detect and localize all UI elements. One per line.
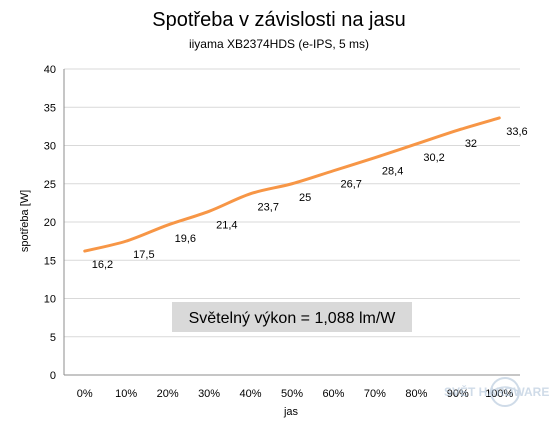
- x-tick-label: 90%: [447, 388, 469, 400]
- globe-logo-icon: [490, 377, 520, 407]
- data-labels: 16,2 17,5 19,6 21,4 23,7 25 26,7 28,4 30,2 32 33,6: [92, 126, 528, 271]
- annotation-text: Světelný výkon = 1,088 lm/W: [189, 310, 397, 327]
- y-axis-label: spotřeba [W]: [19, 190, 31, 252]
- y-tick-label: 25: [44, 179, 56, 191]
- series-line: [83, 116, 501, 253]
- data-label: 28,4: [382, 166, 403, 178]
- axes: [63, 69, 520, 376]
- data-label: 25: [299, 192, 311, 204]
- y-tick-label: 30: [44, 141, 56, 153]
- y-tick-label: 20: [44, 217, 56, 229]
- x-tick-label: 50%: [281, 388, 303, 400]
- y-tick-label: 15: [44, 255, 56, 267]
- x-tick-label: 0%: [77, 388, 93, 400]
- gridlines: [64, 68, 520, 338]
- data-label: 32: [465, 138, 477, 150]
- x-tick-label: 10%: [115, 388, 137, 400]
- y-tick-label: 0: [50, 370, 56, 382]
- x-tick-label: 70%: [364, 388, 386, 400]
- x-tick-label: 60%: [322, 388, 344, 400]
- y-tick-label: 10: [44, 294, 56, 306]
- x-tick-labels: 0% 10% 20% 30% 40% 50% 60% 70% 80% 90% 100%: [77, 388, 514, 400]
- data-label: 19,6: [175, 233, 196, 245]
- annotation-box: [172, 302, 412, 332]
- y-tick-label: 35: [44, 102, 56, 114]
- x-tick-label: 80%: [405, 388, 427, 400]
- x-tick-label: 20%: [157, 388, 179, 400]
- series-layer: [83, 116, 501, 253]
- y-tick-label: 5: [50, 332, 56, 344]
- x-axis-label: jas: [283, 406, 299, 418]
- data-label: 30,2: [423, 152, 444, 164]
- x-tick-label: 30%: [198, 388, 220, 400]
- chart-title: Spotřeba v závislosti na jasu: [152, 9, 405, 31]
- annotation: Světelný výkon = 1,088 lm/W: [172, 302, 412, 332]
- data-label: 21,4: [216, 219, 237, 231]
- data-label: 33,6: [506, 126, 527, 138]
- data-label: 17,5: [133, 249, 154, 261]
- data-label: 23,7: [258, 202, 279, 214]
- y-tick-labels: 0 5 10 15 20 25 30 35 40: [44, 64, 56, 382]
- watermark: SVĚT HARDWARE: [444, 377, 549, 407]
- watermark-text: SVĚT HARDWARE: [444, 384, 549, 399]
- data-label: 16,2: [92, 259, 113, 271]
- data-label: 26,7: [340, 179, 361, 191]
- y-tick-label: 40: [44, 64, 56, 76]
- x-tick-label: 40%: [240, 388, 262, 400]
- chart-subtitle: iiyama XB2374HDS (e-IPS, 5 ms): [189, 37, 369, 51]
